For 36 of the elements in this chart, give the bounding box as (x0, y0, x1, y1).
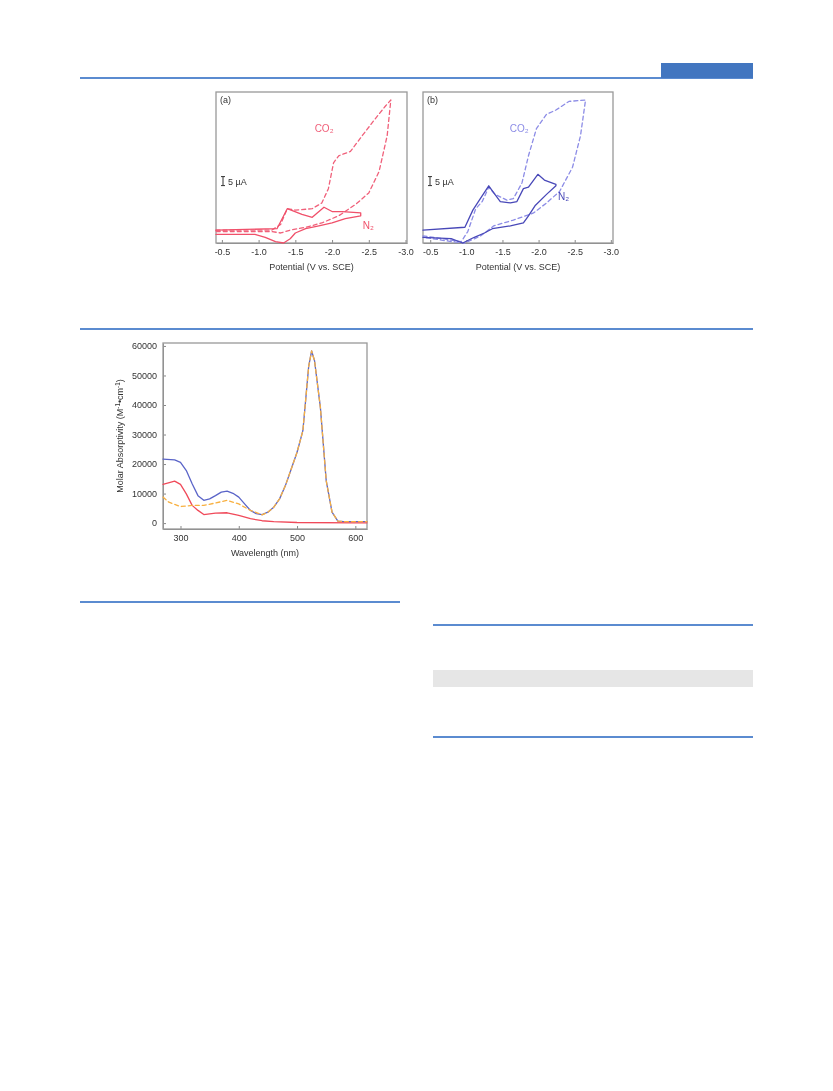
series-label: N₂ (557, 191, 570, 203)
x-tick-label: -3.0 (603, 247, 620, 258)
x-tick-label: -0.5 (422, 247, 439, 258)
x-tick-label: 300 (173, 533, 189, 544)
x-tick-label: -1.5 (288, 247, 304, 258)
y-tick-label: 60000 (131, 341, 157, 352)
x-axis-title: Potential (V vs. SCE) (269, 262, 354, 272)
y-tick-label: 50000 (131, 370, 157, 381)
x-tick-label: -3.0 (398, 247, 414, 258)
x-tick-label: -1.0 (251, 247, 267, 258)
x-tick-label: 500 (290, 533, 306, 544)
chart-title: (b) (427, 95, 438, 105)
x-tick-label: -2.5 (361, 247, 378, 258)
x-tick-label: -2.0 (531, 247, 547, 258)
line-series (162, 480, 368, 524)
x-tick-label: -2.0 (324, 247, 341, 258)
x-tick-label: 400 (231, 533, 247, 544)
text: CO₂ (314, 123, 334, 134)
x-tick-label: 600 (348, 533, 364, 544)
series-label: N₂ (362, 219, 374, 231)
annotation: 5 µA (228, 176, 247, 187)
x-tick-label: -1.0 (459, 247, 475, 258)
y-tick-label: 20000 (131, 459, 157, 470)
y-tick-label: 30000 (131, 429, 157, 440)
line-series (162, 350, 368, 523)
series-label: CO₂ (509, 123, 529, 134)
x-tick-label: -2.5 (567, 247, 583, 258)
y-tick-label: 10000 (131, 488, 157, 499)
y-tick-label: 40000 (131, 400, 157, 411)
annotation: 5 µA (435, 176, 454, 187)
chart-title: (a) (220, 95, 231, 105)
y-tick-label: 0 (151, 518, 157, 529)
x-axis-title: Wavelength (nm) (230, 548, 300, 558)
x-axis-title: Potential (V vs. SCE) (475, 262, 561, 272)
x-tick-label: -1.5 (495, 247, 511, 258)
x-tick-label: -0.5 (214, 247, 231, 258)
